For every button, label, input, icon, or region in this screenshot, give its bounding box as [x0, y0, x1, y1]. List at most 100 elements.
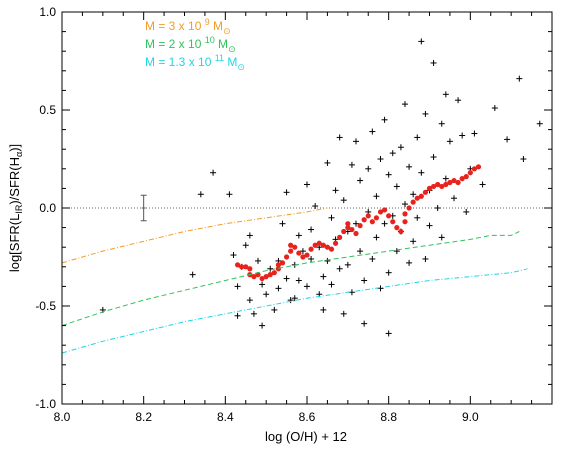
data-point-plus	[324, 257, 331, 264]
data-point-plus	[230, 252, 237, 259]
data-point-dot	[239, 264, 245, 270]
data-point-plus	[381, 116, 388, 123]
data-point-dot	[373, 215, 380, 221]
data-point-dot	[296, 250, 302, 256]
data-point-dot	[324, 244, 331, 250]
data-point-plus	[279, 220, 286, 227]
data-point-dot	[337, 234, 343, 240]
data-point-plus	[471, 130, 478, 137]
data-point-plus	[189, 271, 196, 278]
data-point-dot	[430, 183, 437, 190]
data-point-plus	[438, 234, 445, 241]
data-point-plus	[397, 144, 404, 151]
data-point-plus	[446, 138, 453, 145]
data-point-dot	[353, 230, 359, 237]
data-point-plus	[406, 259, 413, 266]
data-point-plus	[365, 165, 372, 172]
data-point-plus	[479, 181, 486, 188]
data-point-plus	[246, 232, 253, 239]
data-point-plus	[389, 150, 396, 157]
data-point-plus	[353, 220, 359, 227]
data-point-dot	[263, 274, 269, 280]
x-tick-label: 8.2	[135, 410, 152, 424]
data-point-plus	[304, 181, 310, 188]
data-point-dot	[455, 179, 461, 186]
data-point-dot	[275, 266, 282, 272]
data-point-dot	[402, 219, 408, 225]
data-point-plus	[402, 201, 408, 208]
data-point-plus	[414, 134, 421, 141]
data-point-dot	[349, 226, 355, 233]
data-point-dot	[271, 270, 277, 276]
data-point-plus	[410, 191, 417, 198]
data-point-plus	[336, 265, 343, 272]
data-point-plus	[291, 295, 298, 302]
data-point-dot	[463, 174, 469, 180]
data-point-plus	[516, 75, 523, 82]
data-point-dot	[288, 248, 294, 254]
data-point-plus	[210, 169, 217, 176]
data-point-dot	[341, 228, 347, 235]
data-point-plus	[361, 277, 368, 284]
data-point-plus	[377, 156, 384, 162]
data-point-plus	[283, 189, 290, 196]
data-point-plus	[348, 161, 355, 168]
data-point-plus	[520, 156, 527, 162]
data-point-plus	[250, 310, 257, 317]
data-point-plus	[320, 306, 327, 313]
y-tick-label: 1.0	[39, 5, 56, 19]
data-point-plus	[430, 154, 437, 161]
data-point-plus	[414, 214, 421, 221]
data-point-plus	[234, 312, 241, 319]
data-point-dot	[377, 209, 384, 215]
data-point-plus	[242, 242, 249, 249]
data-point-plus	[336, 134, 343, 141]
data-point-plus	[434, 205, 441, 211]
data-point-plus	[295, 277, 302, 284]
legend-entry: M = 1.3 x 10 11 M⊙	[145, 53, 245, 72]
data-point-dot	[394, 225, 400, 231]
data-point-dot	[398, 228, 404, 235]
data-point-dot	[304, 252, 310, 258]
data-point-dot	[435, 181, 441, 188]
y-tick-label: -1.0	[35, 397, 56, 411]
data-point-plus	[393, 248, 400, 255]
data-point-plus	[295, 232, 302, 239]
data-point-dot	[332, 240, 339, 246]
data-point-plus	[504, 136, 511, 143]
data-point-plus	[299, 248, 306, 255]
y-tick-label: 0.0	[39, 201, 56, 215]
data-point-plus	[430, 59, 437, 66]
data-point-plus	[393, 183, 400, 190]
data-point-dot	[320, 242, 326, 248]
data-point-dot	[402, 211, 408, 217]
model-line	[61, 268, 528, 354]
data-point-dot	[234, 262, 241, 268]
data-point-dot	[418, 193, 424, 199]
data-point-plus	[259, 322, 266, 329]
data-point-plus	[442, 91, 449, 98]
data-point-plus	[340, 197, 347, 204]
data-point-plus	[361, 320, 368, 327]
data-point-dot	[386, 213, 392, 219]
data-point-plus	[418, 38, 425, 45]
data-point-plus	[340, 310, 347, 317]
data-point-plus	[385, 330, 392, 337]
data-point-plus	[385, 171, 392, 178]
data-point-plus	[271, 306, 278, 313]
data-point-dot	[288, 242, 294, 248]
data-point-plus	[385, 269, 392, 276]
data-point-plus	[422, 110, 429, 117]
data-point-plus	[438, 120, 445, 127]
data-point-plus	[234, 283, 241, 290]
data-point-dot	[357, 223, 363, 229]
data-point-dot	[459, 176, 465, 182]
series-layer	[61, 38, 543, 354]
data-point-dot	[451, 177, 457, 184]
x-tick-label: 9.0	[462, 410, 479, 424]
data-point-dot	[443, 181, 449, 188]
data-point-plus	[357, 177, 364, 184]
x-tick-label: 8.6	[299, 410, 316, 424]
data-point-plus	[328, 281, 335, 288]
